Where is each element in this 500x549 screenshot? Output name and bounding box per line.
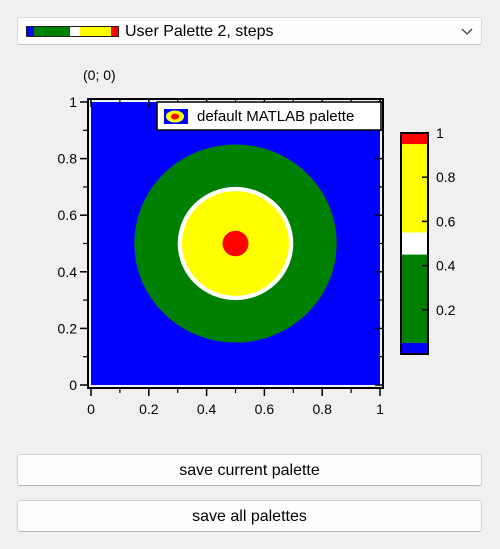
colorbar-tick-label: 0.2	[436, 302, 456, 318]
save-all-palettes-button[interactable]: save all palettes	[17, 500, 482, 532]
save-current-palette-button[interactable]: save current palette	[17, 454, 482, 486]
colorbar-step	[401, 232, 428, 255]
colorbar-tick-label: 0.4	[436, 258, 456, 274]
colorbar-tick-label: 0.8	[436, 169, 456, 185]
colorbar-tick-label: 0.6	[436, 213, 456, 229]
palette-swatch	[26, 26, 119, 37]
palette-swatch-step	[27, 27, 34, 36]
y-tick-label: 1	[69, 94, 77, 110]
y-tick-label: 0.4	[58, 264, 78, 280]
palette-select[interactable]: User Palette 2, steps	[17, 17, 482, 45]
colorbar-step	[401, 133, 428, 145]
y-tick-label: 0.2	[58, 320, 78, 336]
x-tick-label: 0.8	[312, 401, 332, 417]
coordinate-readout: (0; 0)	[83, 67, 116, 83]
colorbar-step	[401, 144, 428, 233]
x-tick-label: 0.2	[139, 401, 159, 417]
x-tick-label: 0	[87, 401, 95, 417]
palette-swatch-step	[70, 27, 80, 36]
colorbar: 0.2 0.4 0.6 0.8 1	[400, 125, 456, 355]
palette-swatch-step	[79, 27, 112, 36]
legend: default MATLAB palette	[156, 101, 382, 131]
palette-icon	[164, 109, 188, 124]
colorbar-frame	[400, 132, 429, 355]
colorbar-step	[401, 254, 428, 343]
chevron-down-icon	[461, 28, 473, 35]
y-tick-label: 0.6	[58, 207, 78, 223]
heatmap-region-center	[222, 230, 249, 257]
palette-select-value: User Palette 2, steps	[125, 23, 274, 40]
colorbar-step	[401, 342, 428, 354]
x-tick-label: 0.6	[255, 401, 275, 417]
x-tick-label: 1	[376, 401, 384, 417]
colorbar-tick-label: 1	[436, 125, 444, 141]
legend-label: default MATLAB palette	[197, 108, 354, 125]
y-tick-label: 0.8	[58, 151, 78, 167]
x-tick-label: 0.4	[197, 401, 217, 417]
palette-swatch-step	[111, 27, 118, 36]
heatmap-plot[interactable]: 0 0.2 0.4 0.6 0.8 1 0 0.2 0.4 0.6 0.8 1 default MAT…	[0, 0, 500, 440]
palette-swatch-step	[33, 27, 71, 36]
y-tick-label: 0	[69, 377, 77, 393]
